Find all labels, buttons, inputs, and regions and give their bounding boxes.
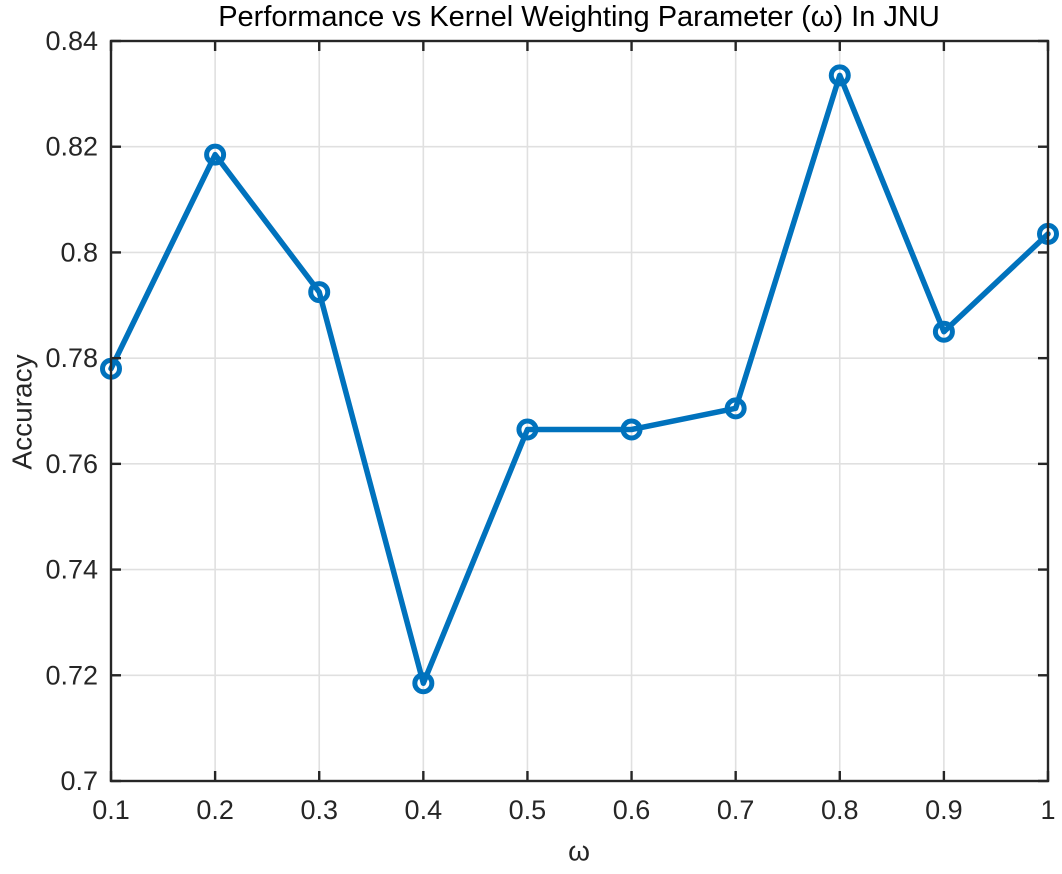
y-tick-label: 0.82 [45,132,98,162]
y-tick-label: 0.74 [45,555,98,585]
data-line [108,72,1051,686]
y-tick-label: 0.7 [60,766,98,796]
x-tick-label: 0.7 [717,795,755,825]
data-point-marker [412,672,435,695]
x-axis-label: ω [568,836,590,867]
x-tick-label: 1 [1040,795,1055,825]
chart-title: Performance vs Kernel Weighting Paramete… [218,1,940,33]
x-tick-label: 0.1 [92,795,130,825]
series-layer [100,64,1059,695]
x-tick-label: 0.4 [405,795,443,825]
y-tick-label: 0.78 [45,343,98,373]
x-tick-label: 0.3 [300,795,338,825]
x-tick-label: 0.2 [196,795,234,825]
data-point-marker [620,418,643,441]
data-point-marker [204,143,227,166]
y-tick-label: 0.72 [45,660,98,690]
y-tick-label: 0.76 [45,449,98,479]
y-axis-label: Accuracy [7,354,38,469]
data-point-marker [724,397,747,420]
x-tick-label: 0.8 [821,795,859,825]
data-point-marker [828,64,851,87]
x-tick-label: 0.6 [613,795,651,825]
data-point-marker [932,320,955,343]
x-tick-label: 0.9 [925,795,963,825]
axis-layer: 0.1 0.2 0.3 0.4 0.5 0.6 0.7 0.8 0.9 1 0.7 0.72 0.74 0… [45,26,1055,825]
x-tick-label: 0.5 [509,795,547,825]
data-point-marker [308,281,331,304]
y-tick-label: 0.8 [60,237,98,267]
data-point-marker [516,418,539,441]
y-tick-label: 0.84 [45,26,98,56]
grid-layer [110,40,1049,782]
axes-frame [109,39,1050,783]
